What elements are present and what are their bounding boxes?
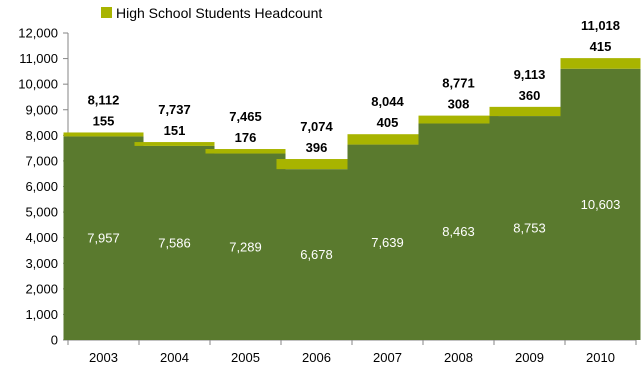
x-tick-label: 2004 — [160, 350, 189, 365]
legend-swatch-high-school — [101, 7, 112, 18]
bar-segment-base — [134, 145, 215, 340]
bar-segment-high-school — [205, 149, 286, 154]
y-tick-label: 3,000 — [25, 256, 58, 271]
bar-segment-high-school — [134, 142, 215, 146]
bar-segment-base — [560, 68, 641, 340]
total-label: 8,771 — [442, 76, 475, 91]
y-tick-label: 6,000 — [25, 179, 58, 194]
bar-segment-base — [489, 116, 570, 340]
data-label-high-school: 176 — [235, 130, 257, 145]
data-label-base: 8,463 — [442, 224, 475, 239]
bar-segment-high-school — [63, 132, 144, 137]
y-tick-label: 10,000 — [18, 77, 58, 92]
bars — [63, 58, 641, 340]
bar-segment-high-school — [489, 106, 570, 117]
data-label-high-school: 396 — [306, 140, 328, 155]
total-label: 7,074 — [300, 119, 333, 134]
bar-segment-high-school — [560, 58, 641, 69]
bar-segment-high-school — [418, 115, 499, 124]
y-tick-label: 2,000 — [25, 281, 58, 296]
data-labels: 7,957 155 8,112 7,586 151 7,737 7,289 176 7,465 6… — [87, 18, 620, 262]
data-label-high-school: 415 — [590, 39, 612, 54]
y-tick-label: 11,000 — [19, 51, 58, 66]
total-label: 7,465 — [229, 109, 262, 124]
data-label-high-school: 155 — [93, 113, 115, 128]
total-label: 7,737 — [158, 102, 191, 117]
bar-segment-base — [276, 169, 357, 340]
x-axis: 2003 2004 2005 2006 2007 2008 2009 2010 — [67, 339, 637, 365]
data-label-base: 6,678 — [300, 247, 333, 262]
total-label: 9,113 — [514, 67, 546, 82]
legend-label-high-school: High School Students Headcount — [116, 5, 322, 21]
bar-segment-base — [418, 123, 499, 340]
data-label-base: 10,603 — [581, 197, 621, 212]
total-label: 11,018 — [581, 18, 620, 33]
data-label-high-school: 308 — [448, 97, 470, 112]
data-label-base: 7,289 — [229, 239, 262, 254]
y-tick-label: 0 — [51, 333, 58, 348]
x-tick-label: 2006 — [302, 350, 331, 365]
y-tick-label: 12,000 — [18, 26, 58, 41]
x-tick-label: 2010 — [586, 350, 615, 365]
bar-segment-high-school — [347, 134, 428, 145]
bar-segment-base — [63, 136, 144, 340]
bar-segment-high-school — [276, 159, 357, 170]
y-tick-label: 8,000 — [25, 128, 58, 143]
data-label-high-school: 360 — [519, 88, 541, 103]
legend: High School Students Headcount — [101, 5, 322, 21]
x-tick-label: 2009 — [515, 350, 544, 365]
data-label-base: 8,753 — [513, 221, 546, 236]
y-tick-label: 9,000 — [25, 102, 58, 117]
data-label-base: 7,957 — [87, 231, 120, 246]
x-tick-label: 2007 — [373, 350, 402, 365]
bar-segment-base — [347, 144, 428, 340]
data-label-base: 7,586 — [158, 235, 191, 250]
bar-segment-base — [205, 153, 286, 340]
y-tick-label: 7,000 — [25, 153, 58, 168]
x-tick-label: 2003 — [89, 350, 118, 365]
y-axis: 0 1,000 2,000 3,000 4,000 5,000 6,000 7,000 8,00… — [18, 26, 69, 348]
x-tick-label: 2008 — [444, 350, 473, 365]
total-label: 8,112 — [88, 92, 120, 107]
x-tick-label: 2005 — [231, 350, 260, 365]
data-label-high-school: 151 — [164, 123, 186, 138]
data-label-base: 7,639 — [371, 235, 404, 250]
data-label-high-school: 405 — [377, 115, 399, 130]
y-tick-label: 1,000 — [25, 307, 58, 322]
total-label: 8,044 — [371, 94, 404, 109]
y-tick-label: 5,000 — [25, 205, 58, 220]
y-tick-label: 4,000 — [25, 230, 58, 245]
